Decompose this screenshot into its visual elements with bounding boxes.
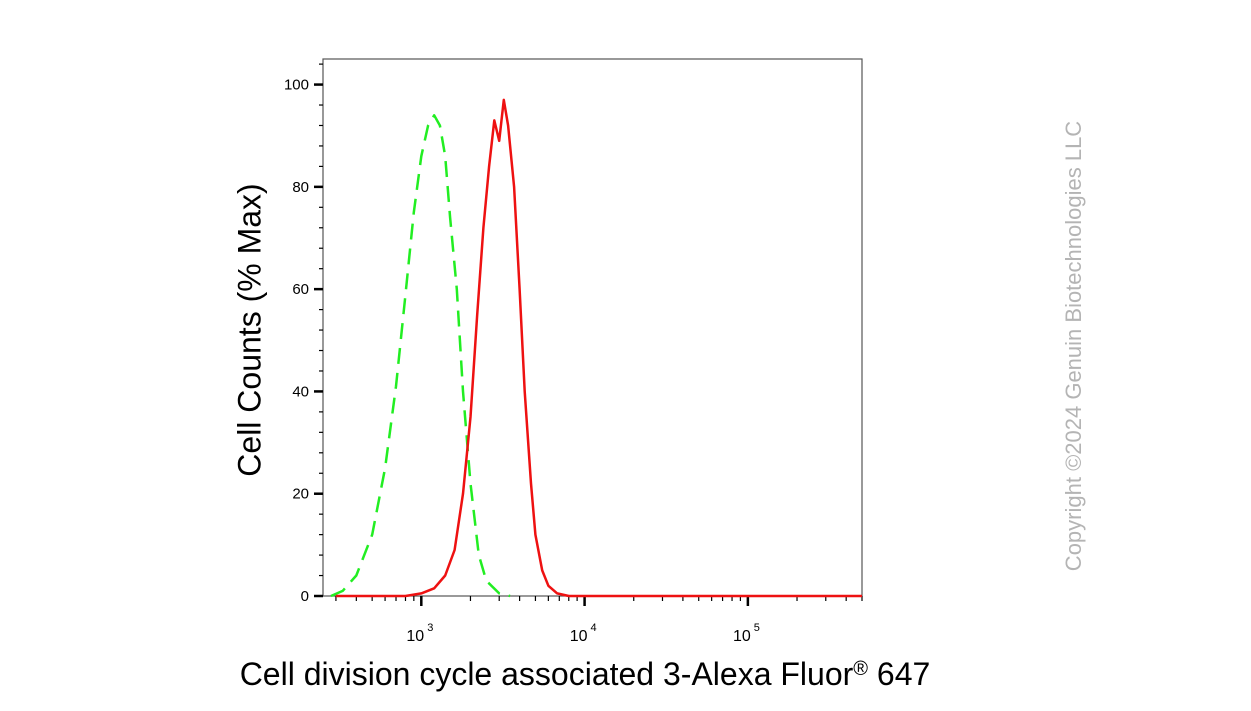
y-tick-label: 20 xyxy=(292,486,309,503)
x-axis-label: Cell division cycle associated 3-Alexa F… xyxy=(240,656,931,693)
x-tick-label: 10 xyxy=(406,628,424,645)
y-tick-label: 0 xyxy=(301,588,309,605)
copyright-watermark: Copyright ©2024 Genuin Biotechnologies L… xyxy=(1061,120,1086,572)
y-tick-label: 100 xyxy=(284,77,309,94)
y-tick-label: 60 xyxy=(292,281,309,298)
x-tick-label: 10 xyxy=(733,628,751,645)
plot-frame xyxy=(322,58,863,597)
y-tick-label: 80 xyxy=(292,179,309,196)
y-axis-label: Cell Counts (% Max) xyxy=(231,183,268,477)
x-tick-exponent: 4 xyxy=(591,622,597,634)
x-tick-exponent: 5 xyxy=(754,622,760,634)
y-tick-label: 40 xyxy=(292,383,309,400)
dashed-histogram-series-1 xyxy=(330,114,511,598)
x-tick-exponent: 3 xyxy=(427,622,433,634)
registered-mark: ® xyxy=(853,658,869,680)
x-axis-label-suffix: 647 xyxy=(868,656,931,692)
solid-histogram-series-2 xyxy=(335,98,862,598)
x-tick-label: 10 xyxy=(570,628,588,645)
x-axis-label-text: Cell division cycle associated 3-Alexa F… xyxy=(239,656,854,692)
